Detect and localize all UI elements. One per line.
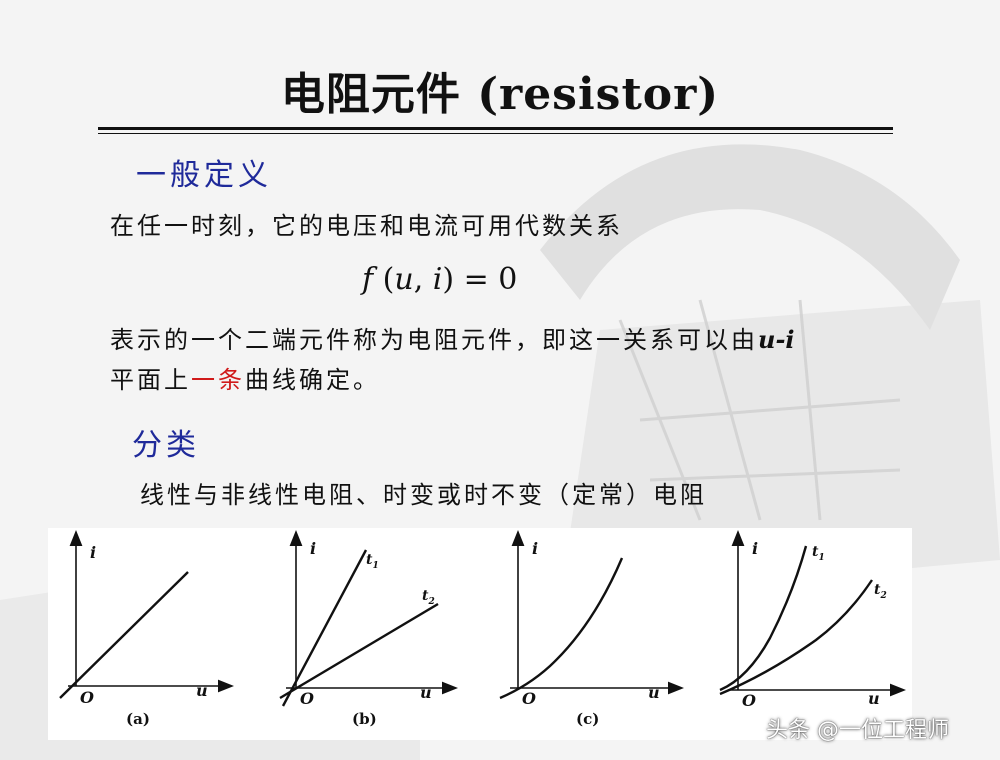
formula: f (u, i) = 0 xyxy=(362,262,517,297)
graph-d-t1-sub: 1 xyxy=(818,553,824,563)
formula-f: f xyxy=(362,262,374,297)
graph-b-caption: (b) xyxy=(352,710,377,728)
graph-b-t2-name: t xyxy=(422,588,429,604)
formula-comma: , xyxy=(413,262,433,297)
section-heading-classification: 分类 xyxy=(132,428,200,463)
graph-d-origin: O xyxy=(742,691,756,710)
section-heading-definition: 一般定义 xyxy=(136,158,272,193)
graph-b-y-label: i xyxy=(310,539,316,558)
ui-graphs-panel: i u O (a) i t1 t2 u O (b) xyxy=(48,528,912,740)
definition-line-1: 在任一时刻，它的电压和电流可用代数关系 xyxy=(110,212,623,240)
graph-d-t2-label: t2 xyxy=(874,582,887,601)
graph-c-y-label: i xyxy=(532,539,538,558)
graph-d-y-label: i xyxy=(752,539,758,558)
graph-b-t1-label: t1 xyxy=(366,552,379,571)
formula-i: i xyxy=(432,262,443,297)
ui-graphs-svg: i u O (a) i t1 t2 u O (b) xyxy=(59,530,906,728)
graph-a-origin: O xyxy=(80,688,94,707)
graph-a-y-label: i xyxy=(90,543,96,562)
ui-plane-term: u-i xyxy=(758,325,795,354)
graph-c: i u O (c) xyxy=(499,530,684,728)
graph-d-x-label: u xyxy=(868,689,880,708)
graph-b-t2-label: t2 xyxy=(422,588,435,607)
graph-d-curve-t1 xyxy=(719,545,808,692)
one-curve-emphasis: 一条 xyxy=(191,366,245,394)
definition-line-2-text: 表示的一个二端元件称为电阻元件，即这一关系可以由 xyxy=(110,326,758,354)
formula-open: ( xyxy=(373,262,395,297)
graph-b-origin: O xyxy=(300,689,314,708)
graph-b-curve-t2 xyxy=(279,602,439,700)
graph-a-caption: (a) xyxy=(126,710,150,728)
graph-d: i t1 t2 u O xyxy=(719,530,906,710)
graph-a-curve xyxy=(59,571,189,699)
classification-line: 线性与非线性电阻、时变或时不变（定常）电阻 xyxy=(140,481,707,509)
graph-b-t1-name: t xyxy=(366,552,373,568)
graph-d-t2-name: t xyxy=(874,582,881,598)
graph-a: i u O (a) xyxy=(59,530,234,728)
graph-c-origin: O xyxy=(522,689,536,708)
graph-a-x-label: u xyxy=(196,681,208,700)
graph-d-t2-sub: 2 xyxy=(879,591,886,601)
definition-line-3: 平面上一条曲线确定。 xyxy=(110,360,380,400)
graph-d-curve-t2 xyxy=(719,579,873,696)
formula-close: ) = 0 xyxy=(442,262,518,297)
graph-b: i t1 t2 u O (b) xyxy=(279,530,458,728)
graph-d-t1-name: t xyxy=(812,544,819,560)
definition-line-3-text-b: 曲线确定。 xyxy=(245,366,380,394)
watermark: 头条 @一位工程师 xyxy=(766,718,949,743)
definition-line-3-text-a: 平面上 xyxy=(110,366,191,394)
graph-d-t1-label: t1 xyxy=(812,544,825,563)
graph-c-caption: (c) xyxy=(576,710,599,728)
graph-b-t2-sub: 2 xyxy=(427,597,434,607)
title-underline-thick xyxy=(98,127,893,130)
graph-c-x-label: u xyxy=(648,683,660,702)
definition-line-2: 表示的一个二端元件称为电阻元件，即这一关系可以由u-i xyxy=(110,320,795,360)
graph-b-t1-sub: 1 xyxy=(372,561,378,571)
formula-u: u xyxy=(394,262,414,297)
graph-c-curve xyxy=(499,557,624,700)
graph-b-curve-t1 xyxy=(281,549,368,707)
slide-title: 电阻元件 (resistor) xyxy=(280,69,720,120)
title-underline-thin xyxy=(98,133,893,134)
graph-b-x-label: u xyxy=(420,683,432,702)
